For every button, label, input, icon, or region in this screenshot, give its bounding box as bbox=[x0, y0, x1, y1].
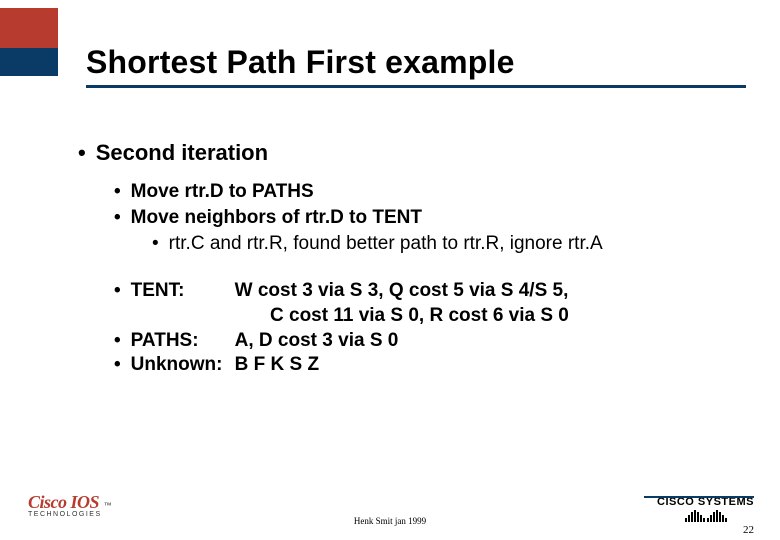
logo-left-sub: TECHNOLOGIES bbox=[28, 511, 102, 518]
corner-decoration bbox=[0, 8, 58, 76]
sub-bullet: •Move rtr.D to PATHS bbox=[114, 180, 738, 204]
sub-bullet-text: Move rtr.D to PATHS bbox=[131, 180, 314, 204]
content-area: •Second iteration •Move rtr.D to PATHS •… bbox=[78, 140, 738, 378]
tent-line: • TENT: W cost 3 via S 3, Q cost 5 via S… bbox=[114, 279, 738, 304]
title-underline bbox=[86, 85, 746, 88]
logo-right-underline bbox=[644, 496, 754, 498]
tent-value-1: W cost 3 via S 3, Q cost 5 via S 4/S 5, bbox=[235, 279, 569, 304]
paths-label: PATHS: bbox=[131, 329, 235, 354]
tent-value-2: C cost 11 via S 0, R cost 6 via S 0 bbox=[270, 304, 738, 329]
paths-line: • PATHS: A, D cost 3 via S 0 bbox=[114, 329, 738, 354]
tent-label: TENT: bbox=[131, 279, 235, 304]
sub-sub-bullet-text: rtr.C and rtr.R, found better path to rt… bbox=[169, 232, 603, 256]
heading-text: Second iteration bbox=[96, 140, 268, 166]
sub-sub-bullet: •rtr.C and rtr.R, found better path to r… bbox=[152, 232, 738, 256]
unknown-value: B F K S Z bbox=[235, 353, 319, 378]
page-number: 22 bbox=[743, 524, 754, 536]
cisco-ios-logo: Cisco IOS TECHNOLOGIES ™ bbox=[28, 492, 112, 518]
footer-text: Henk Smit jan 1999 bbox=[354, 516, 426, 526]
sub-bullet-text: Move neighbors of rtr.D to TENT bbox=[131, 206, 422, 230]
unknown-label: Unknown: bbox=[131, 353, 235, 378]
sub-bullet: •Move neighbors of rtr.D to TENT bbox=[114, 206, 738, 230]
unknown-line: • Unknown: B F K S Z bbox=[114, 353, 738, 378]
logo-left-main: Cisco IOS bbox=[28, 492, 102, 513]
bridge-icon bbox=[657, 510, 754, 522]
heading-bullet: •Second iteration bbox=[78, 140, 738, 166]
cisco-systems-logo: CISCO SYSTEMS bbox=[657, 496, 754, 522]
trademark-icon: ™ bbox=[104, 501, 112, 510]
slide-title: Shortest Path First example bbox=[86, 44, 746, 81]
paths-value: A, D cost 3 via S 0 bbox=[235, 329, 399, 354]
